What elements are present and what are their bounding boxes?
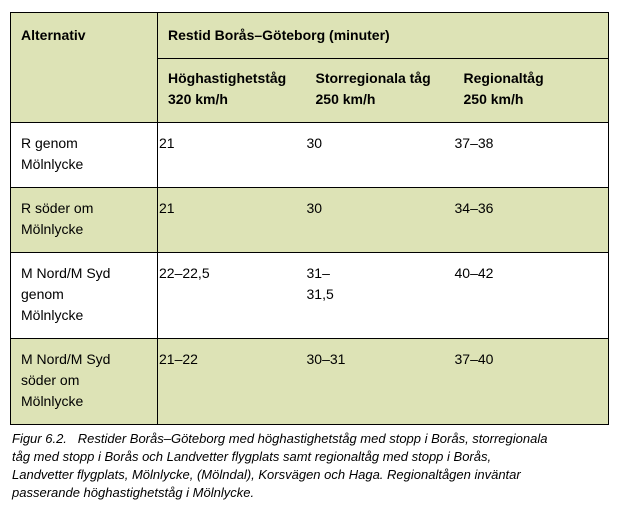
figure-caption: Figur 6.2. Restider Borås–Göteborg med h…	[12, 430, 612, 502]
header-row-columns: Höghastighetståg 320 km/h Storregionala …	[11, 58, 609, 123]
value-cell: 30–31	[305, 338, 454, 425]
caption-line: tåg med stopp i Borås och Landvetter fly…	[12, 449, 492, 464]
table-row: M Nord/M Syd söder om Mölnlycke 21–22 30…	[10, 338, 609, 425]
header-col-regionaltag: Regionaltåg 250 km/h	[453, 58, 609, 123]
table-row: M Nord/M Syd genom Mölnlycke 22–22,5 31–…	[10, 252, 609, 339]
header-alternativ: Alternativ	[10, 12, 158, 123]
value-cell: 21–22	[157, 338, 306, 425]
caption-line: passerande höghastighetståg i Mölnlycke.	[12, 485, 255, 500]
header-row-group: Alternativ Restid Borås–Göteborg (minute…	[10, 12, 609, 123]
header-col-hoghastighetstag: Höghastighetståg 320 km/h	[157, 58, 306, 123]
value-cell: 34–36	[453, 187, 609, 253]
value-cell: 21	[157, 187, 306, 253]
header-group-title: Restid Borås–Göteborg (minuter)	[157, 12, 609, 59]
value-cell: 37–40	[453, 338, 609, 425]
value-cell: 21	[157, 122, 306, 188]
row-label: R söder om Mölnlycke	[10, 187, 158, 253]
row-label: M Nord/M Syd söder om Mölnlycke	[10, 338, 158, 425]
value-cell: 30	[305, 187, 454, 253]
value-cell: 22–22,5	[157, 252, 306, 339]
row-label: M Nord/M Syd genom Mölnlycke	[10, 252, 158, 339]
caption-line: Landvetter flygplats, Mölnlycke, (Mölnda…	[12, 467, 521, 482]
value-cell: 30	[305, 122, 454, 188]
value-cell: 37–38	[453, 122, 609, 188]
row-label: R genom Mölnlycke	[10, 122, 158, 188]
header-col-storregionala-tag: Storregionala tåg 250 km/h	[305, 58, 454, 123]
travel-time-table: Alternativ Restid Borås–Göteborg (minute…	[10, 12, 609, 425]
value-cell: 40–42	[453, 252, 609, 339]
table-row: R genom Mölnlycke 21 30 37–38	[10, 122, 609, 188]
value-cell: 31–31,5	[305, 252, 454, 339]
table-row: R söder om Mölnlycke 21 30 34–36	[10, 187, 609, 253]
caption-line: Figur 6.2. Restider Borås–Göteborg med h…	[12, 431, 548, 446]
